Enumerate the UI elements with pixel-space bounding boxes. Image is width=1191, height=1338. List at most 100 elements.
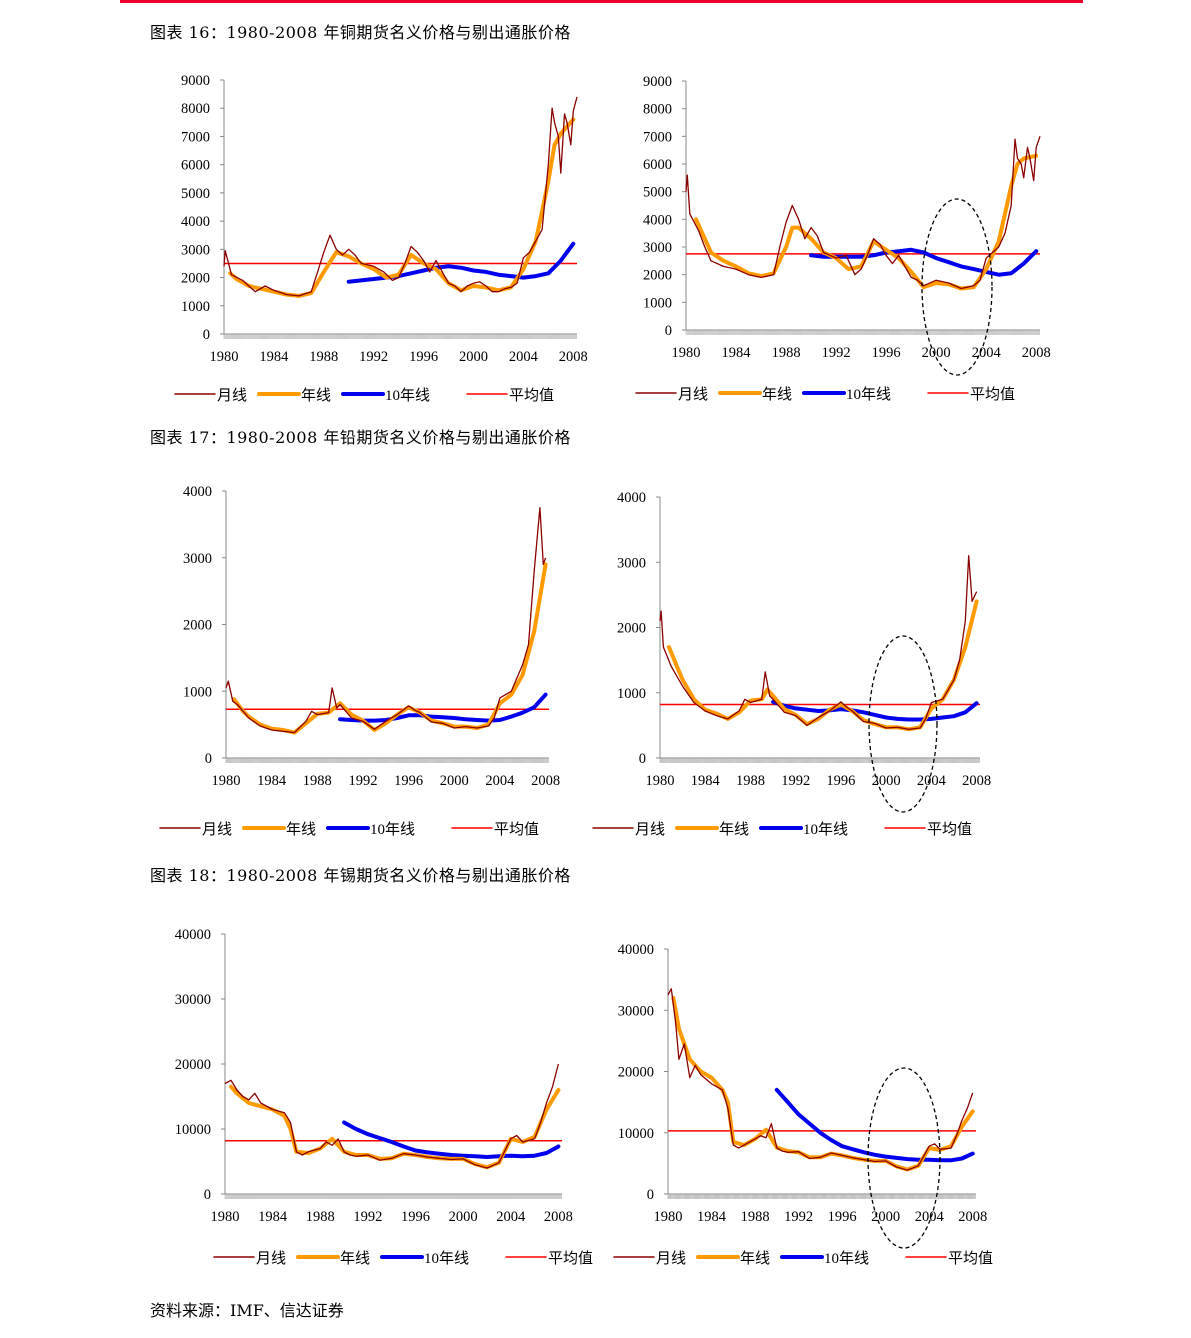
- y-tick-label: 30000: [618, 1003, 654, 1019]
- y-tick-label: 9000: [643, 74, 672, 90]
- x-tick-label: 2004: [972, 345, 1002, 361]
- x-tick-label: 2008: [544, 1209, 573, 1225]
- legend-monthly-label: 月线: [656, 1250, 686, 1267]
- x-tick-label: 1984: [691, 773, 721, 789]
- y-tick-label: 3000: [643, 240, 672, 256]
- x-tick-label: 1992: [822, 345, 851, 361]
- y-tick-label: 2000: [181, 271, 210, 287]
- legend-average-label: 平均值: [970, 386, 1015, 403]
- x-tick-label: 1988: [303, 773, 332, 789]
- x-tick-label: 1988: [306, 1209, 335, 1225]
- x-minor-ticks: [659, 758, 980, 763]
- x-minor-ticks: [685, 330, 1040, 335]
- x-tick-label: 1992: [359, 349, 388, 365]
- x-tick-label: 1992: [784, 1209, 813, 1225]
- x-tick-label: 2000: [440, 773, 469, 789]
- y-tick-label: 40000: [618, 942, 654, 958]
- chart-legend: 月线 年线 10年线 平均值: [592, 821, 972, 838]
- x-tick-label: 1988: [309, 349, 338, 365]
- legend-average-label: 平均值: [494, 821, 539, 838]
- ten-year-line: [338, 692, 548, 723]
- y-tick-label: 20000: [618, 1065, 654, 1081]
- y-tick-label: 8000: [181, 101, 210, 117]
- x-tick-label: 1996: [401, 1209, 430, 1225]
- x-tick-label: 1992: [353, 1209, 382, 1225]
- highlight-ellipse: [868, 635, 938, 813]
- monthly-line: [667, 988, 974, 1171]
- y-tick-label: 7000: [181, 129, 210, 145]
- y-tick-label: 10000: [618, 1126, 654, 1142]
- x-tick-label: 1996: [826, 773, 855, 789]
- legend-ten-year-label: 10年线: [370, 821, 415, 838]
- x-tick-label: 1980: [210, 349, 239, 365]
- y-tick-label: 4000: [617, 490, 646, 506]
- highlight-ellipse: [921, 198, 993, 376]
- legend-ten-year-label: 10年线: [846, 386, 891, 403]
- y-tick-label: 2000: [183, 618, 212, 634]
- x-tick-label: 2000: [459, 349, 488, 365]
- x-tick-label: 2004: [485, 773, 515, 789]
- figure-16-title: 图表 16：1980-2008 年铜期货名义价格与剔出通胀价格: [150, 23, 571, 42]
- y-tick-label: 2000: [643, 268, 672, 284]
- legend-average-label: 平均值: [948, 1250, 993, 1267]
- legend-monthly-label: 月线: [256, 1250, 286, 1267]
- legend-ten-year-label: 10年线: [385, 387, 430, 404]
- y-tick-label: 0: [647, 1187, 654, 1203]
- y-tick-label: 4000: [183, 484, 212, 500]
- y-tick-label: 4000: [181, 214, 210, 230]
- y-tick-label: 1000: [617, 686, 646, 702]
- x-tick-label: 1980: [672, 345, 701, 361]
- x-tick-label: 1980: [211, 1209, 240, 1225]
- yearly-line: [671, 996, 975, 1172]
- y-tick-label: 0: [203, 327, 210, 343]
- y-tick-label: 5000: [643, 185, 672, 201]
- yearly-line: [232, 562, 548, 735]
- x-tick-label: 1996: [872, 345, 901, 361]
- x-tick-label: 1984: [697, 1209, 727, 1225]
- x-tick-label: 2008: [1022, 345, 1051, 361]
- ten-year-line: [342, 1120, 561, 1159]
- x-tick-label: 2000: [449, 1209, 478, 1225]
- monthly-line: [685, 136, 1041, 290]
- x-minor-ticks: [667, 1194, 976, 1199]
- x-tick-label: 2008: [559, 349, 588, 365]
- y-tick-label: 40000: [175, 927, 211, 943]
- y-tick-label: 20000: [175, 1057, 211, 1073]
- y-tick-label: 10000: [175, 1122, 211, 1138]
- monthly-line: [223, 96, 578, 297]
- source-note: 资料来源：IMF、信达证券: [150, 1301, 344, 1320]
- highlight-ellipse: [867, 1067, 941, 1249]
- x-tick-label: 2000: [922, 345, 951, 361]
- x-tick-label: 2000: [871, 1209, 900, 1225]
- legend-monthly-label: 月线: [202, 821, 232, 838]
- legend-yearly-label: 年线: [762, 386, 792, 403]
- top-red-rule: [120, 0, 1083, 3]
- x-tick-label: 1992: [348, 773, 377, 789]
- x-tick-label: 1988: [741, 1209, 770, 1225]
- y-tick-label: 6000: [181, 158, 210, 174]
- y-tick-label: 3000: [181, 242, 210, 258]
- legend-yearly-label: 年线: [286, 821, 316, 838]
- chart-legend: 月线 年线 10年线 平均值: [613, 1250, 993, 1267]
- x-tick-label: 2000: [872, 773, 901, 789]
- y-tick-label: 7000: [643, 129, 672, 145]
- x-tick-label: 2004: [496, 1209, 526, 1225]
- chart-legend: 月线 年线 10年线 平均值: [159, 821, 539, 838]
- legend-yearly-label: 年线: [301, 387, 331, 404]
- ten-year-line: [771, 699, 979, 722]
- x-tick-label: 1984: [722, 345, 752, 361]
- y-tick-label: 30000: [175, 992, 211, 1008]
- x-minor-ticks: [225, 758, 549, 763]
- legend-average-label: 平均值: [548, 1250, 593, 1267]
- legend-average-label: 平均值: [927, 821, 972, 838]
- x-tick-label: 1996: [394, 773, 423, 789]
- y-tick-label: 8000: [643, 102, 672, 118]
- legend-monthly-label: 月线: [678, 386, 708, 403]
- y-tick-label: 1000: [183, 684, 212, 700]
- y-tick-label: 0: [205, 751, 212, 767]
- x-tick-label: 2004: [915, 1209, 945, 1225]
